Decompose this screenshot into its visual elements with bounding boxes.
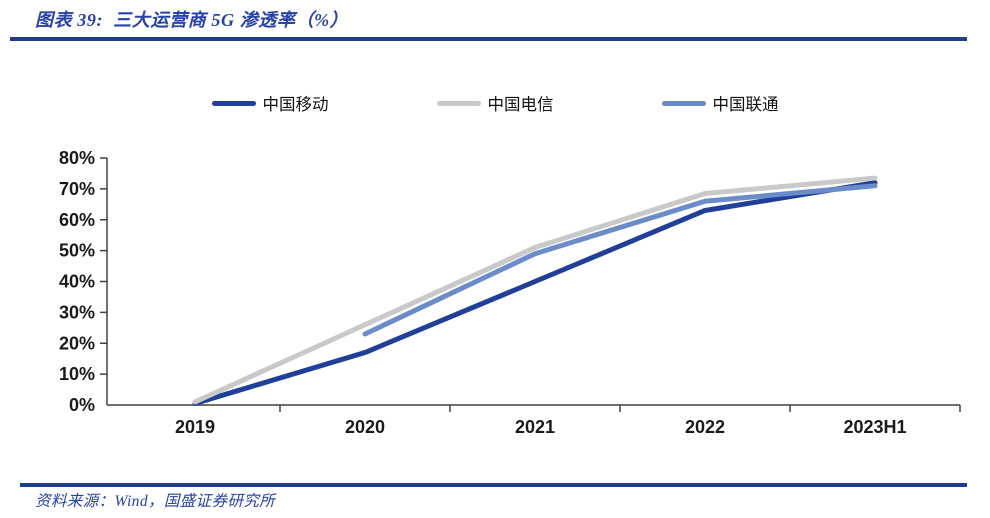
legend-swatch-unicom — [661, 100, 706, 106]
legend-swatch-mobile — [211, 100, 256, 106]
y-tick-label: 10% — [59, 364, 95, 384]
legend-swatch-telecom — [436, 100, 481, 106]
y-tick-label: 60% — [59, 210, 95, 230]
x-tick-label: 2019 — [175, 417, 215, 437]
header-rule — [10, 37, 967, 41]
y-tick-label: 70% — [59, 179, 95, 199]
x-tick-label: 2020 — [345, 417, 385, 437]
y-tick-label: 30% — [59, 302, 95, 322]
series-line-unicom — [362, 183, 878, 337]
legend-label-telecom: 中国电信 — [487, 96, 554, 114]
x-tick-label: 2023H1 — [843, 417, 906, 437]
source-note: 资料来源：Wind，国盛证券研究所 — [35, 493, 276, 510]
legend-item-mobile: 中国移动 — [211, 91, 329, 115]
series-line-mobile — [192, 180, 878, 406]
y-tick-label: 50% — [59, 241, 95, 261]
line-chart: 0% 10% 20% 30% 40% 50% 60% 70% 80% 2019 2020 2021 20… — [59, 148, 961, 437]
y-tick-label: 0% — [69, 395, 95, 415]
legend-label-mobile: 中国移动 — [262, 96, 329, 114]
footer-rule — [20, 483, 967, 487]
legend-item-telecom: 中国电信 — [436, 91, 554, 115]
legend-label-unicom: 中国联通 — [712, 96, 779, 114]
y-tick-label: 40% — [59, 272, 95, 292]
chart-legend: 中国移动 中国电信 中国联通 — [0, 91, 990, 115]
x-tick-label: 2021 — [515, 417, 555, 437]
x-tick-label: 2022 — [685, 417, 725, 437]
figure-title: 图表 39: 三大运营商 5G 渗透率（%） — [35, 10, 349, 30]
y-tick-label: 80% — [59, 148, 95, 168]
y-tick-label: 20% — [59, 333, 95, 353]
series-line-telecom — [192, 175, 878, 405]
legend-item-unicom: 中国联通 — [661, 91, 779, 115]
